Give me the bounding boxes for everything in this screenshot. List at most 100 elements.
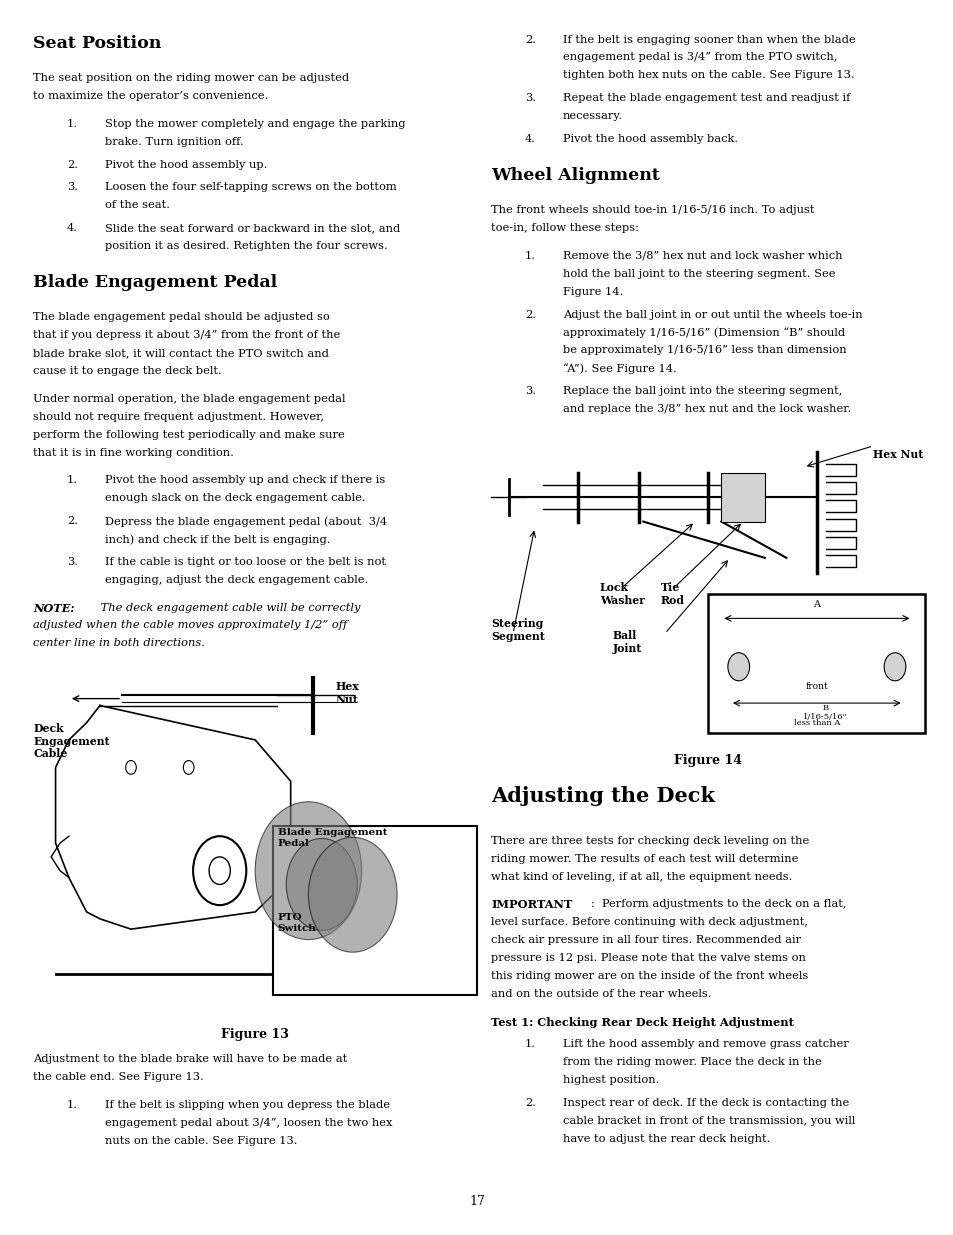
Circle shape bbox=[883, 653, 905, 680]
Text: IMPORTANT: IMPORTANT bbox=[491, 899, 572, 910]
Text: Under normal operation, the blade engagement pedal: Under normal operation, the blade engage… bbox=[33, 394, 346, 404]
Text: enough slack on the deck engagement cable.: enough slack on the deck engagement cabl… bbox=[105, 493, 365, 503]
Text: 2.: 2. bbox=[67, 516, 78, 526]
Text: position it as desired. Retighten the four screws.: position it as desired. Retighten the fo… bbox=[105, 241, 387, 251]
Text: Blade Engagement Pedal: Blade Engagement Pedal bbox=[33, 274, 277, 290]
Text: 3.: 3. bbox=[524, 93, 536, 104]
Text: Lock
Washer: Lock Washer bbox=[599, 582, 644, 606]
Text: 1.: 1. bbox=[67, 1100, 78, 1110]
Text: brake. Turn ignition off.: brake. Turn ignition off. bbox=[105, 137, 243, 147]
Text: 4.: 4. bbox=[67, 224, 78, 233]
Text: should not require frequent adjustment. However,: should not require frequent adjustment. … bbox=[33, 411, 324, 421]
Text: Pivot the hood assembly back.: Pivot the hood assembly back. bbox=[562, 133, 737, 144]
Text: Lift the hood assembly and remove grass catcher: Lift the hood assembly and remove grass … bbox=[562, 1040, 848, 1050]
Text: 1.: 1. bbox=[67, 475, 78, 485]
Text: Adjustment to the blade brake will have to be made at: Adjustment to the blade brake will have … bbox=[33, 1055, 347, 1065]
Text: Pivot the hood assembly up and check if there is: Pivot the hood assembly up and check if … bbox=[105, 475, 385, 485]
Text: Hex Nut: Hex Nut bbox=[872, 448, 923, 459]
Text: approximately 1/16-5/16” (Dimension “B” should: approximately 1/16-5/16” (Dimension “B” … bbox=[562, 327, 844, 338]
Text: NOTE:: NOTE: bbox=[33, 603, 75, 614]
Text: center line in both directions.: center line in both directions. bbox=[33, 638, 205, 648]
Text: riding mower. The results of each test will determine: riding mower. The results of each test w… bbox=[491, 853, 798, 863]
Text: Pivot the hood assembly up.: Pivot the hood assembly up. bbox=[105, 159, 267, 169]
Text: There are three tests for checking deck leveling on the: There are three tests for checking deck … bbox=[491, 836, 809, 846]
Text: The blade engagement pedal should be adjusted so: The blade engagement pedal should be adj… bbox=[33, 312, 330, 322]
Text: The deck engagement cable will be correctly: The deck engagement cable will be correc… bbox=[97, 603, 360, 613]
Text: Slide the seat forward or backward in the slot, and: Slide the seat forward or backward in th… bbox=[105, 224, 399, 233]
Text: Remove the 3/8” hex nut and lock washer which: Remove the 3/8” hex nut and lock washer … bbox=[562, 251, 841, 261]
Text: toe-in, follow these steps:: toe-in, follow these steps: bbox=[491, 224, 639, 233]
Text: less than A: less than A bbox=[793, 719, 840, 727]
Text: Adjusting the Deck: Adjusting the Deck bbox=[491, 787, 715, 806]
Text: Wheel Alignment: Wheel Alignment bbox=[491, 167, 659, 184]
Bar bbox=[707, 594, 924, 734]
Text: and replace the 3/8” hex nut and the lock washer.: and replace the 3/8” hex nut and the loc… bbox=[562, 404, 850, 414]
Text: 1.: 1. bbox=[524, 1040, 536, 1050]
Text: cause it to engage the deck belt.: cause it to engage the deck belt. bbox=[33, 366, 222, 375]
Text: The front wheels should toe-in 1/16-5/16 inch. To adjust: The front wheels should toe-in 1/16-5/16… bbox=[491, 205, 814, 215]
Text: 3.: 3. bbox=[67, 183, 78, 193]
Text: check air pressure in all four tires. Recommended air: check air pressure in all four tires. Re… bbox=[491, 935, 801, 945]
Text: that it is in fine working condition.: that it is in fine working condition. bbox=[33, 447, 234, 457]
Text: inch) and check if the belt is engaging.: inch) and check if the belt is engaging. bbox=[105, 534, 330, 545]
Text: Tie
Rod: Tie Rod bbox=[659, 582, 683, 606]
Text: PTO
Switch: PTO Switch bbox=[277, 914, 316, 932]
Text: hold the ball joint to the steering segment. See: hold the ball joint to the steering segm… bbox=[562, 269, 835, 279]
Text: 3.: 3. bbox=[67, 557, 78, 567]
Text: level surface. Before continuing with deck adjustment,: level surface. Before continuing with de… bbox=[491, 918, 807, 927]
Text: B
1/16-5/16": B 1/16-5/16" bbox=[802, 704, 847, 721]
Text: Adjust the ball joint in or out until the wheels toe-in: Adjust the ball joint in or out until th… bbox=[562, 310, 862, 320]
Text: Figure 14.: Figure 14. bbox=[562, 287, 622, 296]
Text: engaging, adjust the deck engagement cable.: engaging, adjust the deck engagement cab… bbox=[105, 574, 368, 584]
Text: :  Perform adjustments to the deck on a flat,: : Perform adjustments to the deck on a f… bbox=[591, 899, 846, 909]
Circle shape bbox=[308, 837, 396, 952]
Circle shape bbox=[727, 653, 749, 680]
Text: that if you depress it about 3/4” from the front of the: that if you depress it about 3/4” from t… bbox=[33, 330, 340, 340]
Bar bbox=[491, 437, 924, 740]
Bar bbox=[273, 826, 476, 994]
Text: If the cable is tight or too loose or the belt is not: If the cable is tight or too loose or th… bbox=[105, 557, 386, 567]
Text: be approximately 1/16-5/16” less than dimension: be approximately 1/16-5/16” less than di… bbox=[562, 346, 845, 356]
Text: nuts on the cable. See Figure 13.: nuts on the cable. See Figure 13. bbox=[105, 1136, 297, 1146]
Text: front: front bbox=[804, 682, 827, 690]
Text: engagement pedal is 3/4” from the PTO switch,: engagement pedal is 3/4” from the PTO sw… bbox=[562, 52, 837, 63]
Text: Steering
Segment: Steering Segment bbox=[491, 619, 544, 642]
Text: engagement pedal about 3/4”, loosen the two hex: engagement pedal about 3/4”, loosen the … bbox=[105, 1118, 392, 1128]
Text: and on the outside of the rear wheels.: and on the outside of the rear wheels. bbox=[491, 989, 711, 999]
Text: 1.: 1. bbox=[524, 251, 536, 261]
Text: Seat Position: Seat Position bbox=[33, 35, 162, 52]
Text: Figure 13: Figure 13 bbox=[221, 1028, 289, 1041]
Text: to maximize the operator’s convenience.: to maximize the operator’s convenience. bbox=[33, 91, 269, 101]
Bar bbox=[720, 473, 764, 521]
Text: “A”). See Figure 14.: “A”). See Figure 14. bbox=[562, 363, 676, 374]
Text: 17: 17 bbox=[469, 1194, 484, 1208]
Text: Blade Engagement
Pedal: Blade Engagement Pedal bbox=[277, 829, 387, 847]
Text: A: A bbox=[813, 600, 820, 609]
Text: 2.: 2. bbox=[524, 1098, 536, 1108]
Text: Loosen the four self-tapping screws on the bottom: Loosen the four self-tapping screws on t… bbox=[105, 183, 396, 193]
Text: what kind of leveling, if at all, the equipment needs.: what kind of leveling, if at all, the eq… bbox=[491, 872, 792, 882]
Text: Replace the ball joint into the steering segment,: Replace the ball joint into the steering… bbox=[562, 387, 841, 396]
Text: Hex
Nut: Hex Nut bbox=[335, 682, 358, 705]
Text: 3.: 3. bbox=[524, 387, 536, 396]
Text: adjusted when the cable moves approximately 1/2” off: adjusted when the cable moves approximat… bbox=[33, 620, 347, 630]
Text: pressure is 12 psi. Please note that the valve stems on: pressure is 12 psi. Please note that the… bbox=[491, 953, 805, 963]
Text: cable bracket in front of the transmission, you will: cable bracket in front of the transmissi… bbox=[562, 1116, 854, 1126]
Text: Ball
Joint: Ball Joint bbox=[612, 630, 641, 655]
Text: Figure 14: Figure 14 bbox=[674, 755, 741, 767]
Text: Depress the blade engagement pedal (about  3/4: Depress the blade engagement pedal (abou… bbox=[105, 516, 387, 526]
Text: highest position.: highest position. bbox=[562, 1076, 659, 1086]
Text: 1.: 1. bbox=[67, 119, 78, 128]
Text: 2.: 2. bbox=[524, 35, 536, 44]
Circle shape bbox=[286, 839, 356, 930]
Text: Repeat the blade engagement test and readjust if: Repeat the blade engagement test and rea… bbox=[562, 93, 849, 104]
Text: 2.: 2. bbox=[67, 159, 78, 169]
Text: have to adjust the rear deck height.: have to adjust the rear deck height. bbox=[562, 1134, 769, 1144]
Text: 4.: 4. bbox=[524, 133, 536, 144]
Text: If the belt is engaging sooner than when the blade: If the belt is engaging sooner than when… bbox=[562, 35, 855, 44]
Text: Stop the mower completely and engage the parking: Stop the mower completely and engage the… bbox=[105, 119, 405, 128]
Text: The seat position on the riding mower can be adjusted: The seat position on the riding mower ca… bbox=[33, 73, 349, 83]
Text: from the riding mower. Place the deck in the: from the riding mower. Place the deck in… bbox=[562, 1057, 821, 1067]
Text: Deck
Engagement
Cable: Deck Engagement Cable bbox=[33, 722, 110, 760]
Bar bbox=[33, 671, 476, 1015]
